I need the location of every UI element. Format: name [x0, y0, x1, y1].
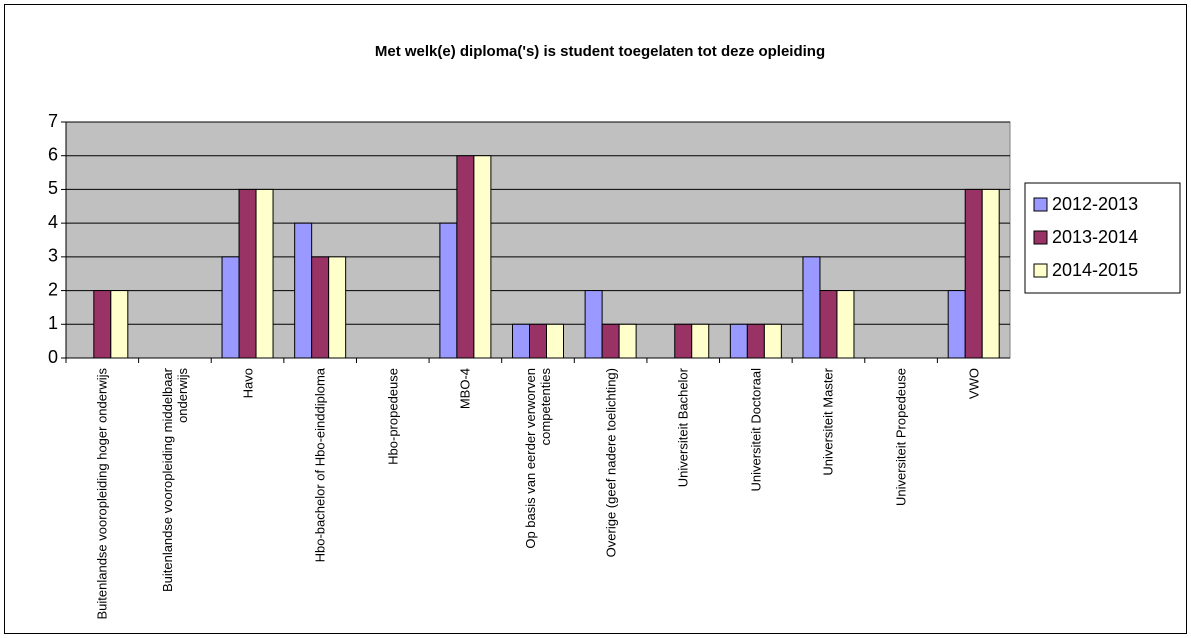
bar: [512, 323, 530, 359]
bar: [981, 188, 1000, 359]
x-tick-label: MBO-4: [457, 368, 473, 410]
x-tick-label: VWO: [966, 368, 982, 400]
legend-swatch: [1033, 197, 1048, 212]
y-tick-label: 1: [48, 313, 58, 333]
bar: [473, 155, 492, 359]
y-tick-label: 0: [48, 347, 58, 367]
x-tick-label: Buitenlandse vooropleiding middelbaar on…: [159, 368, 190, 593]
bar: [456, 155, 475, 359]
y-tick-label: 5: [48, 178, 58, 198]
bar: [947, 290, 966, 359]
bar: [439, 222, 458, 359]
y-tick-label: 2: [48, 279, 58, 299]
legend-swatch: [1033, 230, 1048, 245]
bar: [584, 290, 603, 359]
bar: [110, 290, 129, 359]
legend-label: 2014-2015: [1052, 260, 1138, 280]
bar: [729, 323, 748, 359]
legend-box: [1024, 182, 1181, 294]
bar: [802, 256, 821, 359]
bar: [819, 290, 838, 359]
y-tick-label: 3: [48, 246, 58, 266]
bar: [93, 290, 112, 359]
y-tick-label: 4: [48, 212, 58, 232]
x-tick-label: Hbo-bachelor of Hbo-einddiploma: [312, 368, 328, 563]
bar: [763, 323, 782, 359]
legend-label: 2013-2014: [1052, 227, 1138, 247]
bar: [546, 323, 564, 359]
x-tick-label: Buitenlandse vooropleiding hoger onderwi…: [94, 368, 110, 620]
bar: [328, 256, 347, 359]
x-tick-label: Universiteit Bachelor: [675, 368, 691, 488]
bar: [601, 323, 620, 359]
bar: [836, 290, 855, 359]
plot-area: [65, 121, 1011, 359]
bar: [618, 323, 637, 359]
legend-label: 2012-2013: [1052, 194, 1138, 214]
bar: [691, 323, 710, 359]
bar: [311, 256, 330, 359]
bar: [674, 323, 693, 359]
bar: [221, 256, 240, 359]
x-tick-label: Overige (geef nadere toelichting): [603, 368, 619, 558]
x-tick-label: Universiteit Propedeuse: [893, 368, 909, 507]
x-tick-label: Universiteit Master: [820, 368, 836, 476]
x-tick-label: Hbo-propedeuse: [385, 368, 401, 465]
x-tick-label: Havo: [240, 368, 256, 399]
bar: [255, 188, 274, 359]
chart-title: Met welk(e) diploma('s) is student toege…: [375, 43, 825, 60]
y-tick-label: 6: [48, 144, 58, 164]
bar: [964, 188, 983, 359]
bar: [294, 222, 313, 359]
bar: [746, 323, 765, 359]
bar: [529, 323, 547, 359]
y-tick-label: 7: [48, 111, 58, 131]
x-tick-label: Op basis van eerder verworven competenti…: [523, 368, 553, 549]
x-tick-label: Universiteit Doctoraal: [748, 368, 764, 492]
bar: [238, 188, 257, 359]
legend-swatch: [1033, 263, 1048, 278]
